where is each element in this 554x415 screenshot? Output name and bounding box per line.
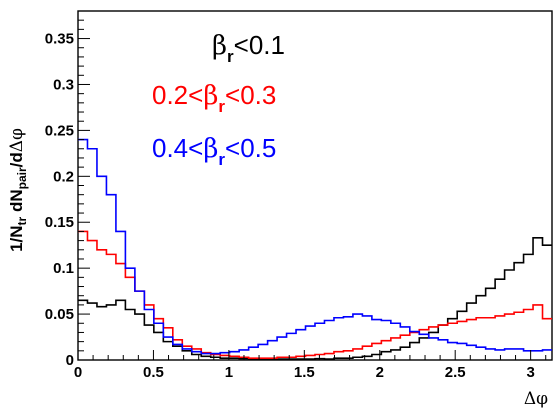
x-axis-ticks: 0 0.5 1 1.5 2 2.5 3: [74, 350, 547, 381]
legend-blue-hi: 0.5: [240, 133, 276, 163]
x-tick-label: 3: [526, 364, 534, 381]
y-axis-title-sub1: tr: [15, 216, 29, 225]
y-axis-title: 1/Ntr dNpair/dΔφ: [7, 128, 29, 252]
histogram-series-group: [78, 138, 552, 360]
y-tick-label: 0: [66, 352, 74, 369]
legend-blue-lo: 0.4: [152, 133, 188, 163]
y-tick-label: 0.35: [45, 31, 74, 48]
legend-red-lt2: <: [225, 80, 240, 110]
y-axis-ticks: 0 0.05 0.1 0.15 0.2 0.25 0.3 0.35: [45, 19, 90, 369]
y-tick-label: 0.15: [45, 214, 74, 231]
legend-black-hi: 0.1: [249, 30, 285, 60]
legend-entry-blue: 0.4<βr<0.5: [152, 133, 276, 169]
legend: βr<0.1 0.2<βr<0.3 0.4<βr<0.5: [152, 30, 285, 169]
x-tick-label: 2.5: [445, 364, 466, 381]
x-tick-label: 1.5: [294, 364, 315, 381]
y-axis-title-delta: Δφ: [7, 128, 27, 152]
histogram-series-1: [78, 230, 552, 359]
x-tick-label: 1: [225, 364, 233, 381]
x-tick-label: 0.5: [143, 364, 164, 381]
y-axis-title-suffix: /d: [7, 152, 26, 167]
legend-black-sub: r: [227, 47, 234, 66]
legend-red-beta: β: [203, 81, 218, 111]
y-tick-label: 0.2: [53, 168, 74, 185]
legend-blue-lt2: <: [225, 133, 240, 163]
y-tick-label: 0.05: [45, 306, 74, 323]
x-axis-title: Δφ: [524, 389, 548, 409]
legend-black-beta: β: [212, 31, 227, 61]
y-tick-label: 0.3: [53, 76, 74, 93]
y-axis-title-mid: dN: [7, 189, 26, 216]
legend-blue-lt1: <: [188, 133, 203, 163]
y-tick-label: 0.25: [45, 122, 74, 139]
x-tick-label: 2: [376, 364, 384, 381]
legend-blue-beta: β: [203, 134, 218, 164]
legend-red-hi: 0.3: [240, 80, 276, 110]
histogram-series-2: [78, 138, 552, 355]
plot-frame: [77, 10, 553, 361]
legend-red-sub: r: [218, 97, 225, 116]
legend-blue-sub: r: [218, 150, 225, 169]
histogram-series-0: [78, 237, 552, 360]
legend-red-lt1: <: [188, 80, 203, 110]
y-axis-title-sub2: pair: [15, 167, 29, 189]
legend-entry-red: 0.2<βr<0.3: [152, 80, 276, 116]
y-tick-label: 0.1: [53, 260, 74, 277]
y-axis-title-prefix: 1/N: [7, 225, 26, 251]
legend-black-lt: <: [234, 30, 249, 60]
legend-red-lo: 0.2: [152, 80, 188, 110]
x-tick-label: 0: [74, 364, 82, 381]
legend-entry-black: βr<0.1: [212, 30, 285, 66]
